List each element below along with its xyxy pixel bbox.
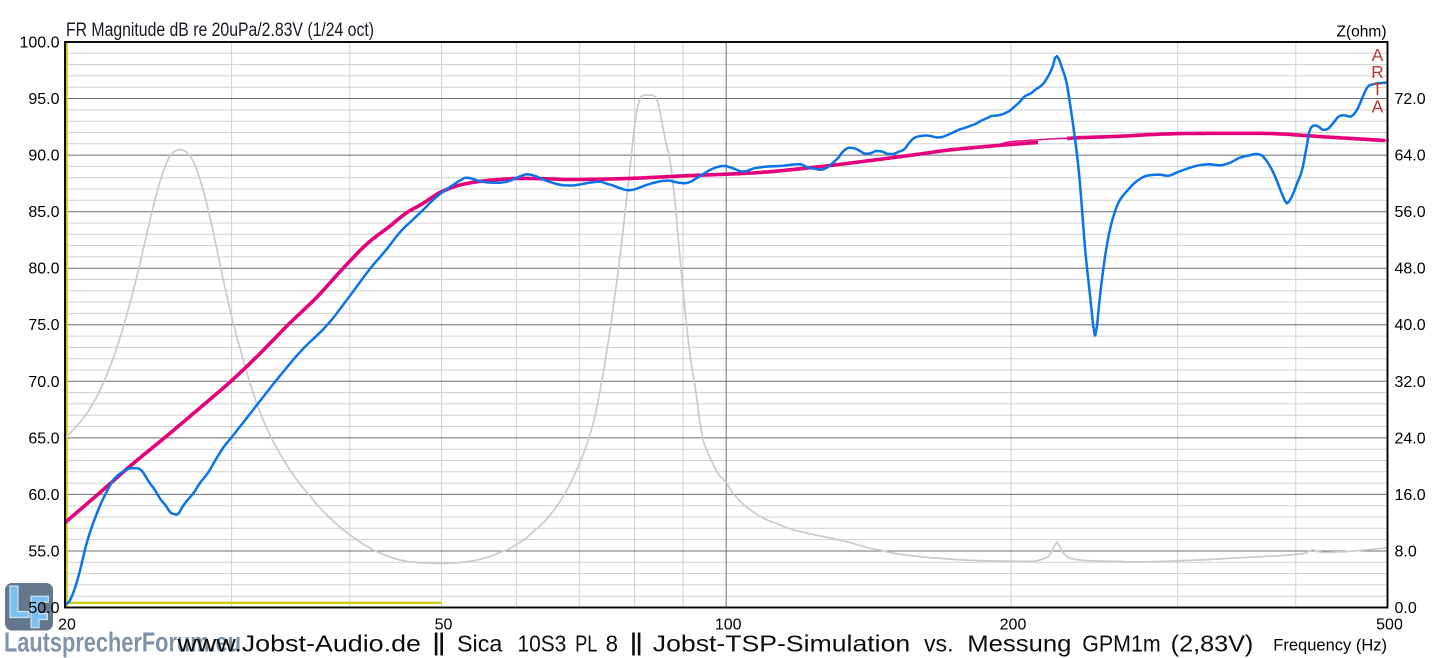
svg-text:Sica: Sica (457, 631, 503, 657)
svg-text:64.0: 64.0 (1395, 148, 1426, 165)
svg-text:0.0: 0.0 (1395, 600, 1417, 617)
svg-text:(2,83V): (2,83V) (1171, 631, 1254, 657)
svg-text:70.0: 70.0 (28, 374, 59, 391)
svg-text:Jobst-TSP-Simulation: Jobst-TSP-Simulation (653, 631, 910, 657)
svg-text:24.0: 24.0 (1395, 430, 1426, 447)
svg-text:PL: PL (575, 631, 597, 657)
svg-text:90.0: 90.0 (28, 148, 59, 165)
svg-text:60.0: 60.0 (28, 487, 59, 504)
svg-text:72.0: 72.0 (1395, 91, 1426, 108)
svg-text:T: T (1372, 79, 1383, 99)
svg-text:Frequency (Hz): Frequency (Hz) (1273, 637, 1387, 655)
svg-text:48.0: 48.0 (1395, 261, 1426, 278)
svg-text:32.0: 32.0 (1395, 374, 1426, 391)
svg-text:www.Jobst-Audio.de: www.Jobst-Audio.de (176, 631, 421, 657)
svg-text:100: 100 (715, 617, 742, 634)
svg-text:85.0: 85.0 (28, 204, 59, 221)
svg-text:FR Magnitude dB re 20uPa/2.83V: FR Magnitude dB re 20uPa/2.83V (1/24 oct… (66, 20, 374, 41)
svg-text:40.0: 40.0 (1395, 317, 1426, 334)
svg-text:56.0: 56.0 (1395, 204, 1426, 221)
svg-text:80.0: 80.0 (28, 261, 59, 278)
svg-text:GPM1m: GPM1m (1082, 631, 1161, 657)
svg-text:75.0: 75.0 (28, 317, 59, 334)
svg-text:8.0: 8.0 (1395, 544, 1417, 561)
svg-text:95.0: 95.0 (28, 91, 59, 108)
svg-text:Messung: Messung (967, 631, 1071, 657)
svg-text:vs.: vs. (924, 631, 954, 657)
svg-text:65.0: 65.0 (28, 430, 59, 447)
svg-text:R: R (1371, 62, 1384, 82)
svg-text:500: 500 (1376, 617, 1403, 634)
svg-text:50.0: 50.0 (28, 600, 59, 617)
svg-text:10S3: 10S3 (518, 631, 567, 657)
svg-text:A: A (1372, 96, 1384, 116)
svg-text:A: A (1372, 45, 1384, 65)
svg-text:16.0: 16.0 (1395, 487, 1426, 504)
svg-text:100.0: 100.0 (19, 35, 59, 52)
svg-text:55.0: 55.0 (28, 544, 59, 561)
svg-text:LautsprecherForum.eu: LautsprecherForum.eu (4, 627, 241, 658)
svg-text:50: 50 (435, 617, 453, 634)
svg-text:20: 20 (58, 617, 76, 634)
svg-text:Z(ohm): Z(ohm) (1337, 24, 1387, 41)
svg-text:8: 8 (606, 631, 618, 657)
svg-text:200: 200 (1000, 617, 1027, 634)
